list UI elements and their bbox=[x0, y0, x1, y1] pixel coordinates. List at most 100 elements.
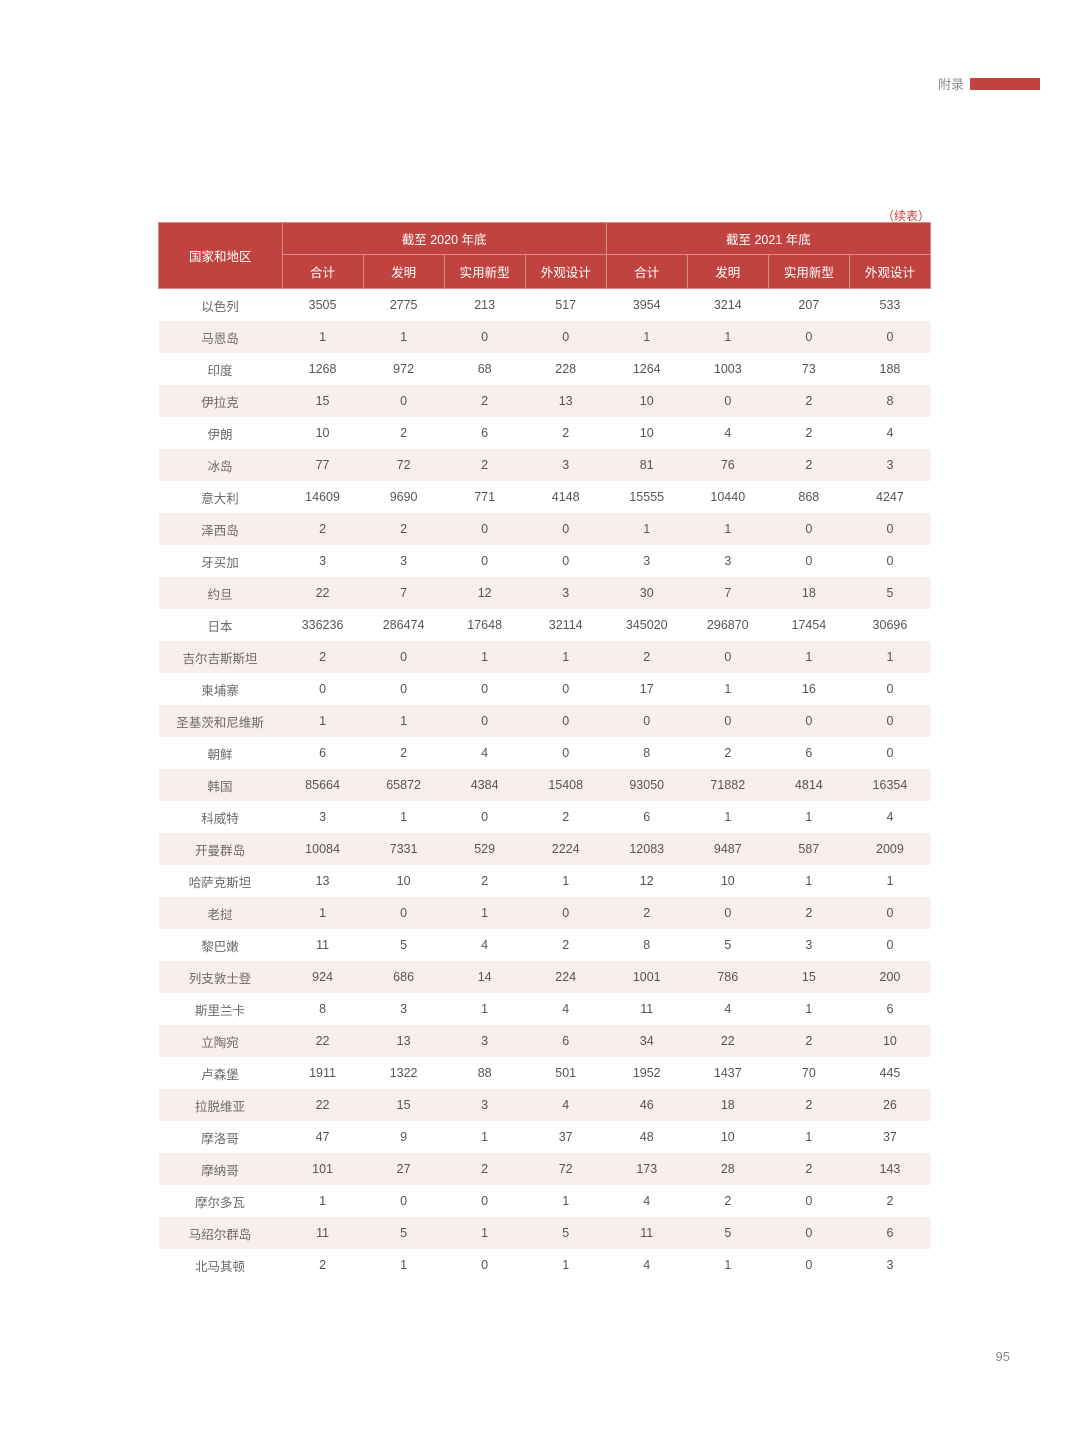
cell-value: 0 bbox=[525, 705, 606, 737]
cell-value: 9487 bbox=[687, 833, 768, 865]
cell-region: 日本 bbox=[159, 609, 283, 641]
th-group-2020: 截至 2020 年底 bbox=[282, 223, 606, 255]
cell-value: 2 bbox=[363, 417, 444, 449]
cell-value: 0 bbox=[525, 737, 606, 769]
cell-region: 北马其顿 bbox=[159, 1249, 283, 1281]
cell-value: 10 bbox=[849, 1025, 930, 1057]
cell-value: 3 bbox=[525, 449, 606, 481]
cell-value: 10 bbox=[687, 865, 768, 897]
cell-value: 3954 bbox=[606, 289, 687, 322]
cell-value: 22 bbox=[687, 1025, 768, 1057]
cell-value: 1 bbox=[525, 1249, 606, 1281]
cell-value: 4814 bbox=[768, 769, 849, 801]
cell-value: 12 bbox=[606, 865, 687, 897]
cell-value: 11 bbox=[282, 929, 363, 961]
th-2021-invention: 发明 bbox=[687, 255, 768, 289]
page-number: 95 bbox=[996, 1349, 1010, 1364]
cell-value: 533 bbox=[849, 289, 930, 322]
cell-value: 3 bbox=[444, 1089, 525, 1121]
data-table: 国家和地区 截至 2020 年底 截至 2021 年底 合计 发明 实用新型 外… bbox=[158, 222, 931, 1281]
cell-value: 2009 bbox=[849, 833, 930, 865]
cell-value: 0 bbox=[687, 641, 768, 673]
cell-value: 0 bbox=[849, 705, 930, 737]
cell-value: 2 bbox=[849, 1185, 930, 1217]
table-row: 吉尔吉斯斯坦20112011 bbox=[159, 641, 931, 673]
th-2020-total: 合计 bbox=[282, 255, 363, 289]
table-row: 圣基茨和尼维斯11000000 bbox=[159, 705, 931, 737]
cell-value: 1 bbox=[687, 1249, 768, 1281]
cell-value: 0 bbox=[849, 929, 930, 961]
cell-value: 11 bbox=[282, 1217, 363, 1249]
cell-value: 2 bbox=[282, 641, 363, 673]
cell-value: 2 bbox=[444, 449, 525, 481]
cell-value: 7 bbox=[363, 577, 444, 609]
cell-region: 柬埔寨 bbox=[159, 673, 283, 705]
cell-value: 1 bbox=[849, 865, 930, 897]
th-2020-design: 外观设计 bbox=[525, 255, 606, 289]
cell-value: 1 bbox=[687, 513, 768, 545]
cell-value: 18 bbox=[768, 577, 849, 609]
cell-value: 3 bbox=[363, 993, 444, 1025]
table-row: 伊朗1026210424 bbox=[159, 417, 931, 449]
table-row: 韩国85664658724384154089305071882481416354 bbox=[159, 769, 931, 801]
cell-value: 0 bbox=[849, 513, 930, 545]
cell-value: 0 bbox=[444, 321, 525, 353]
cell-value: 1 bbox=[444, 1121, 525, 1153]
cell-value: 3 bbox=[849, 449, 930, 481]
cell-value: 3 bbox=[768, 929, 849, 961]
cell-region: 伊朗 bbox=[159, 417, 283, 449]
cell-value: 0 bbox=[768, 1185, 849, 1217]
cell-value: 1 bbox=[444, 1217, 525, 1249]
cell-value: 1 bbox=[768, 993, 849, 1025]
table-row: 泽西岛22001100 bbox=[159, 513, 931, 545]
cell-value: 70 bbox=[768, 1057, 849, 1089]
cell-value: 1 bbox=[363, 801, 444, 833]
cell-region: 黎巴嫩 bbox=[159, 929, 283, 961]
cell-value: 18 bbox=[687, 1089, 768, 1121]
table-row: 黎巴嫩115428530 bbox=[159, 929, 931, 961]
cell-value: 4 bbox=[687, 417, 768, 449]
table-row: 意大利146099690771414815555104408684247 bbox=[159, 481, 931, 513]
table-row: 摩尔多瓦10014202 bbox=[159, 1185, 931, 1217]
cell-region: 马恩岛 bbox=[159, 321, 283, 353]
cell-value: 17454 bbox=[768, 609, 849, 641]
cell-value: 2 bbox=[525, 929, 606, 961]
cell-value: 1264 bbox=[606, 353, 687, 385]
cell-value: 0 bbox=[363, 897, 444, 929]
cell-region: 吉尔吉斯斯坦 bbox=[159, 641, 283, 673]
cell-value: 1003 bbox=[687, 353, 768, 385]
cell-value: 1 bbox=[444, 897, 525, 929]
cell-value: 8 bbox=[282, 993, 363, 1025]
cell-value: 47 bbox=[282, 1121, 363, 1153]
cell-value: 8 bbox=[606, 929, 687, 961]
cell-value: 286474 bbox=[363, 609, 444, 641]
cell-value: 3 bbox=[687, 545, 768, 577]
cell-value: 2 bbox=[525, 801, 606, 833]
cell-value: 8 bbox=[849, 385, 930, 417]
cell-value: 2 bbox=[768, 897, 849, 929]
th-2021-total: 合计 bbox=[606, 255, 687, 289]
cell-region: 约旦 bbox=[159, 577, 283, 609]
cell-value: 2 bbox=[525, 417, 606, 449]
cell-value: 0 bbox=[363, 385, 444, 417]
cell-value: 1268 bbox=[282, 353, 363, 385]
cell-region: 老挝 bbox=[159, 897, 283, 929]
cell-value: 15 bbox=[282, 385, 363, 417]
cell-value: 0 bbox=[444, 1249, 525, 1281]
cell-value: 0 bbox=[525, 897, 606, 929]
cell-value: 4 bbox=[444, 929, 525, 961]
cell-value: 22 bbox=[282, 1089, 363, 1121]
cell-value: 445 bbox=[849, 1057, 930, 1089]
cell-value: 0 bbox=[363, 673, 444, 705]
th-2021-design: 外观设计 bbox=[849, 255, 930, 289]
cell-value: 17648 bbox=[444, 609, 525, 641]
cell-value: 11 bbox=[606, 993, 687, 1025]
cell-value: 5 bbox=[849, 577, 930, 609]
cell-value: 2 bbox=[768, 385, 849, 417]
cell-region: 朝鲜 bbox=[159, 737, 283, 769]
table-row: 牙买加33003300 bbox=[159, 545, 931, 577]
cell-value: 16 bbox=[768, 673, 849, 705]
cell-value: 68 bbox=[444, 353, 525, 385]
cell-value: 4148 bbox=[525, 481, 606, 513]
cell-value: 77 bbox=[282, 449, 363, 481]
